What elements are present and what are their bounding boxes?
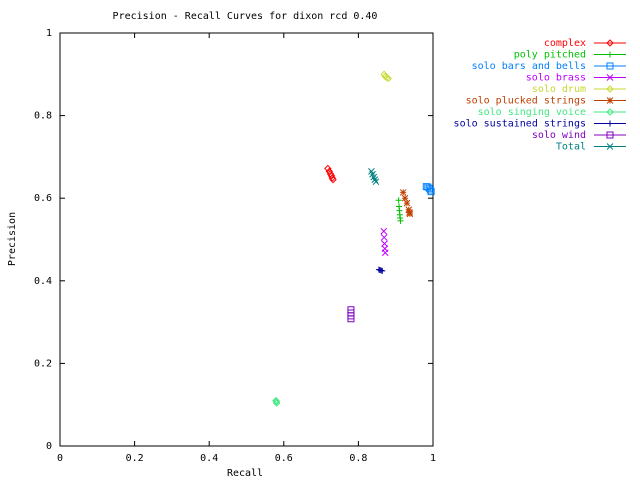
point: [381, 249, 389, 257]
point: [324, 164, 332, 173]
y-tick-label: 1: [46, 28, 52, 39]
point: [272, 398, 281, 406]
legend-label: solo bars and bells: [472, 61, 586, 72]
point: [372, 178, 380, 186]
point: [425, 184, 433, 192]
y-tick-label: 0.8: [34, 111, 52, 122]
legend-marker: [606, 85, 614, 93]
legend-marker: [606, 62, 614, 70]
point: [405, 206, 413, 214]
plot-border: [59, 32, 434, 447]
x-tick-label: 0.2: [126, 453, 144, 464]
point: [406, 210, 414, 218]
y-axis-label: Precision: [7, 212, 18, 266]
point: [380, 227, 388, 235]
point: [395, 197, 402, 204]
legend-label: solo sustained strings: [454, 119, 586, 130]
point: [371, 176, 379, 183]
point: [401, 194, 409, 202]
x-tick-label: 0: [57, 453, 63, 464]
legend-marker: [606, 97, 614, 104]
legend-marker: [606, 74, 614, 81]
legend-marker: [606, 108, 614, 116]
legend-marker: [607, 120, 613, 127]
point: [328, 174, 336, 182]
point: [379, 267, 386, 274]
point: [384, 74, 392, 83]
legend-label: solo plucked strings: [466, 96, 586, 107]
point: [273, 399, 281, 407]
y-tick-label: 0.4: [34, 276, 52, 287]
legend-marker: [607, 51, 613, 58]
legend-label: poly pitched: [514, 50, 586, 61]
legend-label: Total: [556, 142, 586, 153]
point: [399, 189, 407, 196]
x-tick-label: 0.6: [275, 453, 293, 464]
legend-marker: [606, 39, 614, 47]
point: [424, 183, 432, 191]
point: [403, 199, 411, 207]
y-tick-label: 0.6: [34, 193, 52, 204]
point: [347, 315, 355, 323]
y-tick-label: 0.2: [34, 358, 52, 369]
point: [325, 167, 334, 176]
legend-label: solo brass: [526, 73, 586, 84]
legend-marker: [606, 143, 614, 150]
y-tick-label: 0: [46, 441, 52, 452]
x-tick-label: 0.8: [349, 453, 367, 464]
legend-marker: [606, 131, 614, 139]
x-axis-label: Recall: [227, 468, 263, 479]
x-tick-label: 0.4: [200, 453, 218, 464]
point: [329, 175, 337, 184]
point: [397, 217, 404, 224]
legend-label: solo wind: [532, 130, 586, 141]
legend-label: solo singing voice: [478, 107, 586, 118]
point: [427, 188, 435, 196]
point: [327, 172, 336, 180]
x-tick-label: 1: [430, 453, 436, 464]
point: [380, 234, 388, 241]
chart-title: Precision - Recall Curves for dixon rcd …: [113, 11, 378, 22]
legend-label: complex: [544, 38, 586, 49]
point: [272, 396, 280, 405]
point: [426, 186, 434, 194]
legend-label: solo drum: [532, 84, 586, 95]
